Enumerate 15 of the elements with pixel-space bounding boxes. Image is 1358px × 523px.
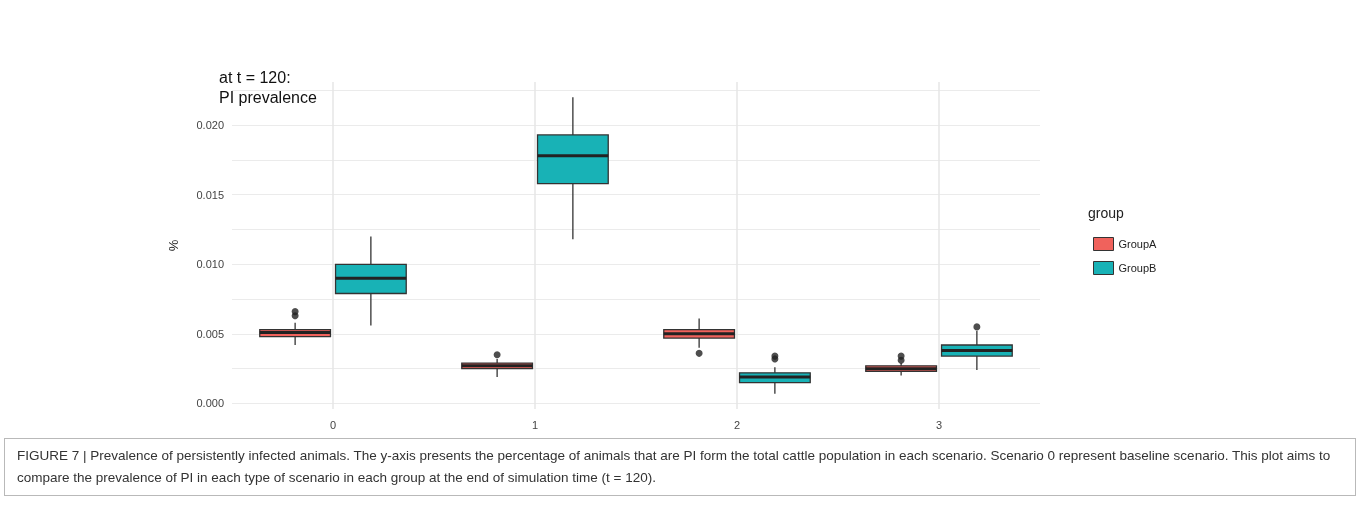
y-tick-label: 0.000 <box>196 397 224 410</box>
y-axis-title: % <box>166 239 181 252</box>
legend-label: GroupA <box>1118 238 1158 250</box>
y-tick-label: 0.005 <box>196 327 224 340</box>
y-tick-label: 0.010 <box>196 258 224 271</box>
x-tick-label: 3 <box>935 418 943 431</box>
legend-label: GroupB <box>1118 262 1157 274</box>
x-tick-label: 0 <box>329 418 337 431</box>
x-tick-label: 2 <box>733 418 741 431</box>
chart-title: at t = 120: PI prevalence <box>219 68 317 106</box>
y-tick-label: 0.020 <box>196 119 224 132</box>
legend-title: group <box>1088 205 1125 221</box>
y-tick-label: 0.015 <box>196 188 224 201</box>
x-tick-label: 1 <box>531 418 539 431</box>
caption: FIGURE 7 | Prevalence of persistently infected animals. The y-axis presents the percentage of animals that are PI form the total cattle population in each scenario. Scenario 0 represent baseline scenario. This plot aims to compare the prevalence of PI in each type of scenario in each group at the end of simulation time (t = 120). <box>4 438 1356 496</box>
